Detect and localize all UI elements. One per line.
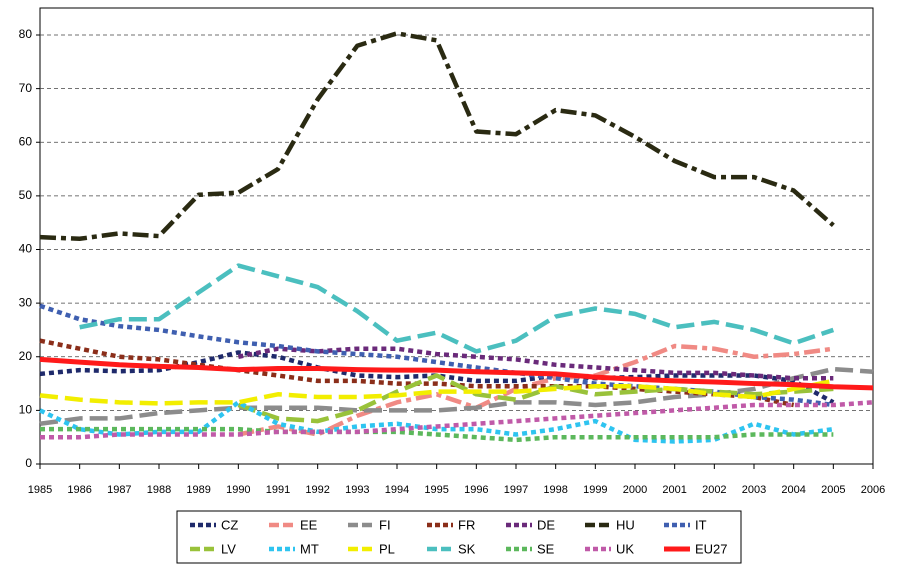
- series-line: [39, 356, 874, 391]
- x-tick-label: 2002: [702, 484, 726, 496]
- x-tick-label: 1987: [107, 484, 131, 496]
- legend-label: LV: [221, 541, 236, 556]
- x-tick-label: 2000: [623, 484, 647, 496]
- legend-label: HU: [616, 517, 635, 532]
- y-tick-label: 10: [19, 403, 33, 417]
- y-tick-label: 60: [19, 134, 33, 148]
- x-tick-label: 2001: [662, 484, 686, 496]
- series-line: [237, 373, 834, 424]
- legend-label: UK: [616, 541, 634, 556]
- y-tick-label: 20: [19, 349, 33, 363]
- series-line: [39, 378, 834, 406]
- x-tick-label: 2003: [742, 484, 766, 496]
- legend-label: DE: [537, 517, 555, 532]
- x-tick-label: 1991: [266, 484, 290, 496]
- legend-label: PL: [379, 541, 395, 556]
- series-line: [237, 343, 834, 437]
- x-tick-label: 2006: [861, 484, 885, 496]
- series-line: [40, 426, 834, 443]
- x-tick-label: 1992: [305, 484, 329, 496]
- x-tick-label: 1995: [424, 484, 448, 496]
- legend-label: CZ: [221, 517, 238, 532]
- y-tick-label: 40: [19, 242, 33, 256]
- x-tick-label: 1985: [28, 484, 52, 496]
- legend-label: EE: [300, 517, 318, 532]
- legend-label: FI: [379, 517, 391, 532]
- legend-box: [176, 510, 742, 564]
- legend-label: SK: [458, 541, 476, 556]
- x-tick-label: 2004: [781, 484, 805, 496]
- legend-label: SE: [537, 541, 555, 556]
- series-line: [39, 400, 834, 444]
- x-tick-label: 1998: [543, 484, 567, 496]
- legend-label: FR: [458, 517, 475, 532]
- x-tick-label: 2005: [821, 484, 845, 496]
- series-line: [237, 346, 834, 381]
- x-tick-label: 1988: [147, 484, 171, 496]
- x-tick-label: 1993: [345, 484, 369, 496]
- legend-label: EU27: [695, 541, 728, 556]
- plot-frame: [39, 7, 874, 465]
- y-tick-label: 0: [25, 456, 32, 470]
- series-line: [39, 31, 835, 242]
- legend-label: IT: [695, 517, 707, 532]
- series-line: [39, 366, 874, 427]
- legend-label: MT: [300, 541, 319, 556]
- series-line: [40, 400, 874, 440]
- x-tick-label: 1990: [226, 484, 250, 496]
- y-tick-label: 50: [19, 188, 33, 202]
- x-tick-label: 1997: [504, 484, 528, 496]
- x-tick-label: 1996: [464, 484, 488, 496]
- y-tick-label: 80: [19, 27, 33, 41]
- y-tick-label: 70: [19, 81, 33, 95]
- series-line: [79, 263, 835, 354]
- x-tick-label: 1986: [67, 484, 91, 496]
- x-tick-label: 1994: [385, 484, 409, 496]
- x-tick-label: 1989: [186, 484, 210, 496]
- y-tick-label: 30: [19, 295, 33, 309]
- x-tick-label: 1999: [583, 484, 607, 496]
- series-line: [39, 350, 835, 405]
